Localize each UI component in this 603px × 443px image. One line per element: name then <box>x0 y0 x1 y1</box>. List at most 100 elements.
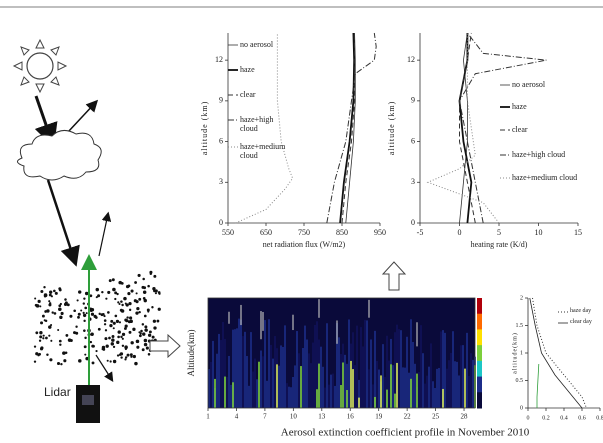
aerosol-particle <box>126 353 130 357</box>
lidar-streak <box>416 322 418 347</box>
lidar-streak <box>316 321 318 408</box>
y-axis-label: Altitude(km) <box>186 330 196 377</box>
lidar-streak <box>276 364 278 408</box>
aerosol-particle <box>62 351 66 355</box>
colorbar <box>477 329 482 346</box>
lidar-streak <box>236 328 238 408</box>
lidar-streak <box>262 356 264 408</box>
colorbar <box>477 313 482 330</box>
profile-line <box>326 32 377 224</box>
lidar-streak <box>362 346 364 408</box>
y-tick-label: 9 <box>411 96 415 105</box>
legend-label: no aerosol <box>240 40 274 49</box>
lidar-streak <box>370 339 372 408</box>
lidar-streak <box>422 353 424 408</box>
aerosol-particle <box>143 298 147 303</box>
aerosol-particle <box>116 340 120 345</box>
lidar-streak <box>394 332 396 408</box>
aerosol-particle <box>141 323 145 326</box>
aerosol-particle <box>39 335 43 339</box>
lidar-streak <box>440 331 442 408</box>
lidar-streak <box>302 348 304 408</box>
aerosol-particle <box>124 356 128 359</box>
aerosol-particle <box>95 287 100 292</box>
aerosol-particle <box>90 332 94 336</box>
aerosol-particle <box>83 329 86 332</box>
legend-entry: haze day <box>570 308 592 314</box>
aerosol-particle <box>108 336 111 340</box>
lidar-streak <box>250 332 252 408</box>
x-tick-label: 650 <box>260 228 272 237</box>
aerosol-particle <box>134 281 137 284</box>
legend-label: haze day <box>570 308 592 314</box>
aerosol-particle <box>147 353 151 356</box>
lidar-streak <box>466 332 468 408</box>
lidar-streak <box>318 299 320 318</box>
aerosol-particle <box>77 315 80 319</box>
lidar-streak <box>336 320 338 344</box>
aerosol-particle <box>104 329 108 332</box>
aerosol-particle <box>89 340 93 344</box>
aerosol-particle <box>40 289 44 293</box>
aerosol-particle <box>84 306 88 310</box>
aerosol-particle <box>95 349 98 353</box>
lidar-streak <box>228 355 230 408</box>
aerosol-particle <box>152 287 156 291</box>
lidar-streak <box>332 373 334 408</box>
legend-entry: haze+medium cloud <box>240 142 285 160</box>
lidar-streak <box>298 353 300 408</box>
lidar-streak <box>208 369 210 408</box>
x-tick-label: 10 <box>535 228 543 237</box>
y-tick-label: 1 <box>520 350 523 356</box>
y-tick-label: 3 <box>411 177 415 186</box>
aerosol-particle <box>147 333 152 337</box>
aerosol-particle <box>114 291 118 295</box>
aerosol-particle <box>137 273 141 277</box>
aerosol-particle <box>153 326 157 330</box>
aerosol-particle <box>142 332 146 336</box>
y-tick-label: 3 <box>219 177 223 186</box>
lidar-streak <box>386 389 388 408</box>
aerosol-particle <box>144 325 148 329</box>
lidar-streak <box>410 319 412 408</box>
lidar-streak <box>308 353 310 408</box>
aerosol-particle <box>120 300 123 303</box>
lidar-streak <box>278 365 280 408</box>
x-tick-label: 19 <box>375 413 383 421</box>
aerosol-particle <box>75 325 78 328</box>
legend-entry: clear <box>240 90 256 99</box>
profile-line <box>341 32 356 224</box>
aerosol-particle <box>132 354 136 359</box>
lidar-streak <box>346 363 348 408</box>
aerosol-particle <box>110 319 114 323</box>
aerosol-particle <box>117 301 120 304</box>
schematic: Lidar <box>12 38 407 423</box>
lidar-streak <box>326 323 328 408</box>
aerosol-particle <box>151 335 155 339</box>
lidar-streak <box>324 387 326 408</box>
aerosol-particle <box>117 335 120 339</box>
lidar-streak <box>328 384 330 408</box>
lidar-streak <box>340 354 342 408</box>
aerosol-particle <box>133 299 137 303</box>
aerosol-particle <box>43 293 48 297</box>
aerosol-particle <box>120 356 123 359</box>
lidar-streak <box>292 376 294 408</box>
aerosol-particle <box>78 290 82 294</box>
legend-entry: clear day <box>570 319 592 325</box>
lidar-streak <box>348 319 350 408</box>
lidar-streak <box>316 389 318 408</box>
aerosol-particle <box>103 323 107 326</box>
lidar-streak <box>392 365 394 408</box>
aerosol-particle <box>58 339 62 343</box>
aerosol-particle <box>114 314 118 318</box>
aerosol-particle <box>135 292 138 295</box>
aerosol-particle <box>53 289 56 293</box>
aerosol-particle <box>38 339 42 342</box>
aerosol-particle <box>135 311 139 315</box>
lidar-streak <box>374 330 376 408</box>
y-tick-label: 0 <box>411 218 415 227</box>
aerosol-particle <box>48 293 52 297</box>
lidar-label: Lidar <box>44 385 71 399</box>
lidar-streak <box>428 366 430 408</box>
